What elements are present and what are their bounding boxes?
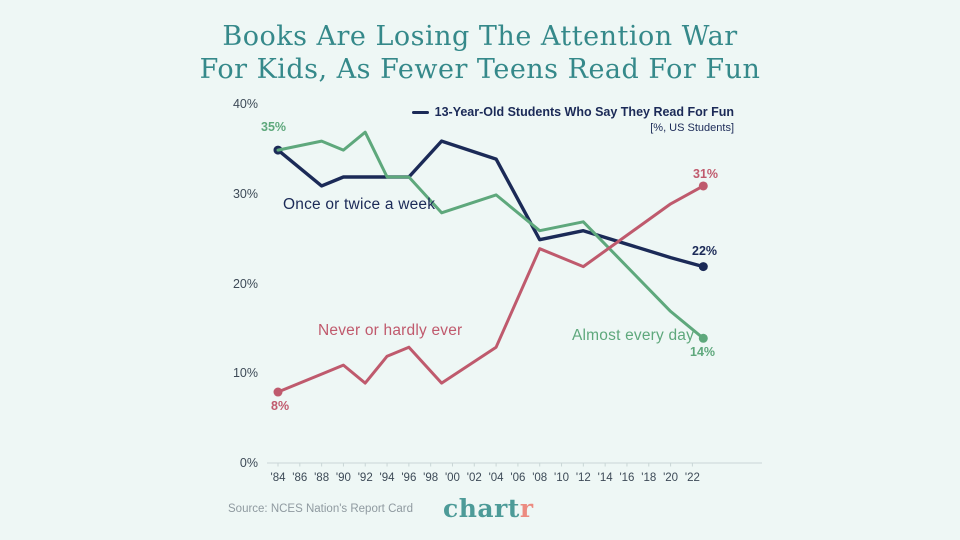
y-tick-label: 20% — [232, 276, 258, 291]
series-line-green — [276, 130, 705, 340]
x-tick-label: '20 — [663, 472, 679, 484]
data-point-end-rose — [698, 181, 708, 191]
x-tick-label: '84 — [270, 472, 286, 484]
brand-logo-chart: chart — [443, 494, 520, 523]
x-tick-label: '02 — [466, 472, 482, 484]
x-tick-label: '00 — [444, 472, 460, 484]
legend: 13-Year-Old Students Who Say They Read F… — [411, 105, 734, 119]
source-text: Source: NCES Nation's Report Card — [228, 503, 413, 515]
series-line-rose — [276, 184, 705, 394]
x-tick-label: '88 — [314, 472, 330, 484]
series-label-almost-every-day: Almost every day — [572, 327, 695, 344]
x-tick-label: '96 — [401, 472, 417, 484]
x-tick-label: '08 — [532, 472, 548, 484]
x-tick-label: '98 — [423, 472, 439, 484]
value-label-rose-end-31: 31% — [693, 167, 719, 181]
brand-logo-r: r — [519, 494, 534, 523]
y-tick-label: 0% — [239, 455, 258, 470]
x-tick-label: '10 — [554, 472, 570, 484]
y-tick-label: 30% — [232, 186, 258, 201]
page-title-line1: Books Are Losing The Attention War — [222, 21, 738, 52]
x-tick-label: '12 — [575, 472, 591, 484]
data-point-end-navy — [698, 262, 708, 272]
data-point-start-rose — [273, 387, 283, 397]
x-tick-label: '94 — [379, 472, 395, 484]
page-title-line2: For Kids, As Fewer Teens Read For Fun — [199, 54, 761, 85]
series-label-never-or-hardly-ever: Never or hardly ever — [318, 322, 463, 339]
value-label-rose-start-8: 8% — [271, 399, 290, 413]
x-tick-label: '18 — [641, 472, 657, 484]
value-label-green-end-14: 14% — [690, 345, 716, 359]
x-tick-label: '06 — [510, 472, 526, 484]
value-label-navy-end-22: 22% — [692, 244, 718, 258]
y-tick-label: 40% — [232, 97, 258, 112]
x-tick-label: '86 — [292, 472, 308, 484]
x-tick-label: '14 — [597, 472, 613, 484]
x-tick-label: '92 — [357, 472, 373, 484]
x-tick-label: '16 — [619, 472, 635, 484]
legend-line-swatch-icon — [411, 110, 429, 114]
page-title: Books Are Losing The Attention War For K… — [0, 20, 960, 86]
x-tick-label: '90 — [335, 472, 351, 484]
series-label-once-or-twice-a-week: Once or twice a week — [283, 196, 436, 213]
x-tick-label: '04 — [488, 472, 504, 484]
data-point-end-green — [698, 333, 708, 343]
legend-unit-note: [%, US Students] — [650, 122, 734, 134]
x-tick-label: '22 — [684, 472, 700, 484]
brand-logo: chartr — [443, 494, 534, 523]
y-tick-label: 10% — [232, 366, 258, 381]
legend-label: 13-Year-Old Students Who Say They Read F… — [434, 105, 734, 119]
value-label-start-35: 35% — [261, 120, 287, 134]
